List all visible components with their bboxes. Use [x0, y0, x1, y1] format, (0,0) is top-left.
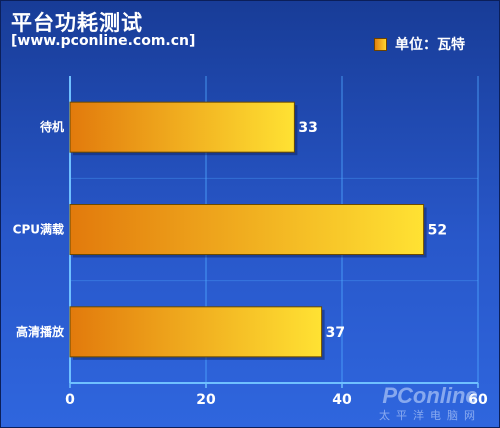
legend-swatch	[374, 37, 387, 51]
watermark-logo: PConline 太平洋电脑网	[379, 385, 481, 423]
value-label: 52	[428, 223, 447, 239]
category-label: 待机	[40, 119, 64, 134]
bar	[69, 306, 323, 358]
bar	[69, 204, 425, 255]
legend-label: 单位：瓦特	[395, 37, 465, 53]
category-label: CPU满载	[13, 222, 64, 237]
chart-title: 平台功耗测试	[11, 11, 143, 35]
x-tick-label: 0	[65, 392, 75, 408]
watermark-subtext: 太平洋电脑网	[379, 410, 481, 422]
bar	[69, 101, 295, 153]
value-label: 33	[298, 120, 317, 136]
x-tick-label: 20	[196, 392, 216, 408]
value-label: 37	[326, 325, 345, 341]
category-label: 高清播放	[16, 324, 65, 339]
x-tick-label: 60	[468, 392, 488, 408]
legend: 单位：瓦特	[374, 34, 465, 54]
x-tick-label: 40	[332, 392, 352, 408]
chart-subtitle: [www.pconline.com.cn]	[11, 33, 196, 49]
watermark-text: PConline	[382, 383, 478, 408]
